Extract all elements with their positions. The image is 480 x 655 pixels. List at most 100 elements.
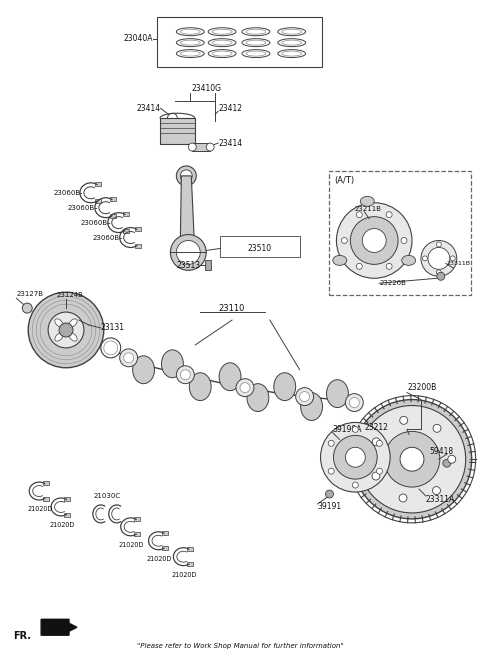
Text: 39191: 39191 <box>318 502 342 512</box>
Bar <box>329 171 471 295</box>
Circle shape <box>372 472 380 480</box>
Circle shape <box>59 323 73 337</box>
Circle shape <box>328 440 334 446</box>
Text: 23412: 23412 <box>218 103 242 113</box>
Circle shape <box>28 292 104 367</box>
Polygon shape <box>180 176 194 248</box>
Text: 23226B: 23226B <box>379 280 406 286</box>
Text: 23513: 23513 <box>176 261 200 270</box>
Text: 23414: 23414 <box>218 139 242 147</box>
Circle shape <box>180 370 190 380</box>
Ellipse shape <box>242 50 270 58</box>
Ellipse shape <box>246 40 266 45</box>
Circle shape <box>321 422 390 492</box>
Circle shape <box>358 405 466 513</box>
Circle shape <box>206 143 214 151</box>
Ellipse shape <box>247 384 269 411</box>
Ellipse shape <box>208 50 236 58</box>
Circle shape <box>325 490 334 498</box>
Circle shape <box>346 394 363 411</box>
Circle shape <box>386 212 392 217</box>
Ellipse shape <box>278 39 306 47</box>
Circle shape <box>356 263 362 269</box>
Text: 21020D: 21020D <box>146 555 172 561</box>
Text: 23124B: 23124B <box>56 292 83 298</box>
Text: 21020D: 21020D <box>119 542 144 548</box>
Bar <box>134 533 140 536</box>
Bar <box>95 183 101 187</box>
Circle shape <box>176 365 194 384</box>
Circle shape <box>401 238 407 244</box>
Bar <box>134 517 140 521</box>
Ellipse shape <box>212 29 232 34</box>
Circle shape <box>104 341 118 355</box>
Text: 23110: 23110 <box>219 304 245 312</box>
Ellipse shape <box>132 356 155 384</box>
Ellipse shape <box>300 392 323 421</box>
Circle shape <box>376 440 383 446</box>
Circle shape <box>176 166 196 186</box>
Text: 21020D: 21020D <box>49 522 74 528</box>
Circle shape <box>432 487 441 495</box>
Circle shape <box>450 256 455 261</box>
Text: 23060B: 23060B <box>81 219 108 225</box>
Ellipse shape <box>69 319 77 327</box>
Text: (A/T): (A/T) <box>335 176 355 185</box>
Circle shape <box>384 432 440 487</box>
Text: 23060B: 23060B <box>53 190 80 196</box>
Text: 21020D: 21020D <box>27 506 53 512</box>
Bar <box>110 197 116 201</box>
Ellipse shape <box>176 39 204 47</box>
Ellipse shape <box>189 373 211 401</box>
Ellipse shape <box>208 39 236 47</box>
Circle shape <box>436 242 441 247</box>
Ellipse shape <box>161 350 183 378</box>
Circle shape <box>328 468 334 474</box>
Ellipse shape <box>176 50 204 58</box>
Text: 23414: 23414 <box>136 103 160 113</box>
Ellipse shape <box>180 40 200 45</box>
Bar <box>123 212 129 216</box>
Bar <box>162 546 168 550</box>
Circle shape <box>352 482 358 488</box>
Ellipse shape <box>208 28 236 36</box>
Text: 23211B: 23211B <box>354 206 381 212</box>
Ellipse shape <box>242 28 270 36</box>
Ellipse shape <box>278 28 306 36</box>
Ellipse shape <box>282 29 301 34</box>
Bar <box>200 304 265 320</box>
Circle shape <box>350 217 398 265</box>
Ellipse shape <box>242 39 270 47</box>
Text: 23131: 23131 <box>101 324 125 333</box>
Circle shape <box>362 229 386 252</box>
Ellipse shape <box>360 196 374 206</box>
Ellipse shape <box>69 333 77 341</box>
Circle shape <box>356 212 362 217</box>
Circle shape <box>428 248 450 269</box>
Bar <box>43 496 48 500</box>
Circle shape <box>349 398 360 407</box>
Circle shape <box>400 447 424 471</box>
Circle shape <box>341 238 348 244</box>
Text: 23410G: 23410G <box>191 84 221 93</box>
Bar <box>187 547 192 551</box>
Ellipse shape <box>176 28 204 36</box>
Text: 23311B: 23311B <box>447 261 471 266</box>
Bar <box>205 261 211 271</box>
Circle shape <box>236 379 254 396</box>
Text: 23510: 23510 <box>248 244 272 253</box>
Circle shape <box>352 400 472 519</box>
Ellipse shape <box>55 333 63 341</box>
Bar <box>123 229 129 233</box>
Text: 23060B: 23060B <box>93 234 120 240</box>
Ellipse shape <box>180 51 200 56</box>
Ellipse shape <box>180 29 200 34</box>
Circle shape <box>22 303 32 313</box>
Bar <box>95 199 101 203</box>
Ellipse shape <box>402 255 416 265</box>
Text: 23200B: 23200B <box>407 383 436 392</box>
Circle shape <box>48 312 84 348</box>
Text: 21030C: 21030C <box>94 493 121 499</box>
Ellipse shape <box>282 51 301 56</box>
Circle shape <box>296 388 313 405</box>
